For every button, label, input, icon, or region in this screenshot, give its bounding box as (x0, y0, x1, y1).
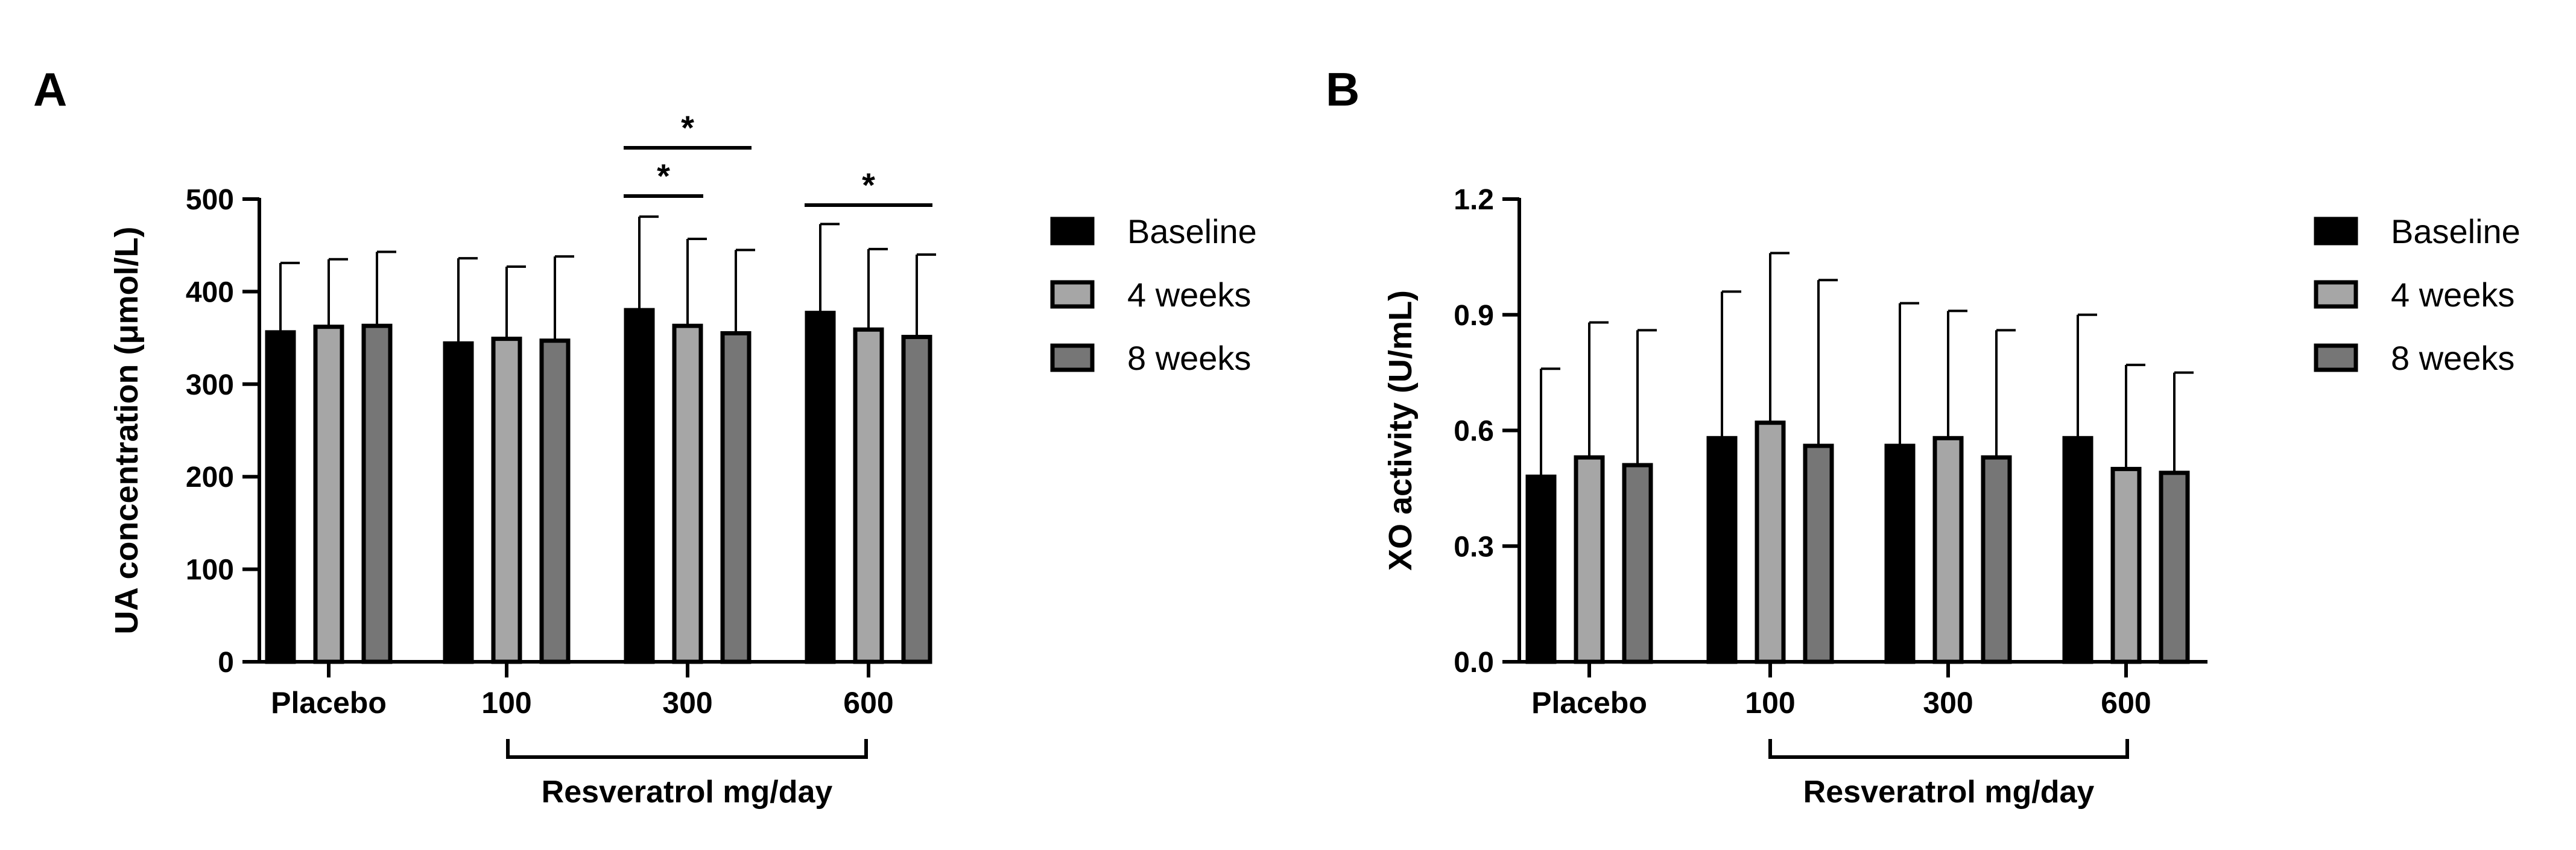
y-tick-label: 0 (218, 647, 234, 679)
y-tick-label: 100 (186, 554, 234, 586)
legend-label: 8 weeks (1127, 339, 1251, 377)
bar-baseline-600 (2062, 436, 2093, 664)
bar-4-weeks-300 (672, 323, 703, 664)
bar-baseline-100 (443, 341, 474, 664)
bar-8-weeks-placebo (1622, 463, 1653, 664)
y-axis-title: UA concentration (μmol/L) (109, 226, 145, 634)
bar-8-weeks-100 (1803, 443, 1834, 664)
bar-4-weeks-600 (853, 327, 884, 664)
x-tick-label: 600 (843, 686, 893, 720)
legend-swatch-8-weeks (1050, 343, 1095, 372)
x-tick-label: Placebo (271, 686, 387, 720)
legend-label: 4 weeks (1127, 276, 1251, 314)
group-bracket (1768, 739, 2129, 759)
bar-baseline-placebo (1525, 474, 1557, 664)
significance-star-0: * (657, 157, 670, 195)
bar-4-weeks-300 (1932, 436, 1964, 664)
significance-star-2: * (862, 166, 875, 204)
y-tick-label: 0.0 (1454, 647, 1494, 679)
panel-label-b: B (1326, 63, 1359, 116)
bar-8-weeks-300 (1981, 455, 2012, 664)
bar-8-weeks-placebo (361, 323, 393, 664)
legend-swatch-baseline (2314, 217, 2358, 246)
y-tick-label: 0.6 (1454, 416, 1494, 448)
bar-8-weeks-600 (2159, 471, 2190, 664)
y-tick-label: 1.2 (1454, 184, 1494, 216)
y-tick-label: 0.9 (1454, 300, 1494, 332)
bar-8-weeks-300 (720, 331, 752, 664)
bar-4-weeks-100 (491, 337, 522, 664)
x-tick-label: 100 (481, 686, 531, 720)
x-tick-label: 300 (662, 686, 712, 720)
bar-baseline-600 (805, 311, 836, 664)
panel-a-chart: 0 100 200 300 400 500 Placebo 100 300 600 UA conce… (109, 109, 1257, 810)
legend-label: Baseline (2391, 212, 2521, 250)
bar-baseline-placebo (265, 330, 296, 664)
legend-label: Baseline (1127, 212, 1257, 250)
group-bracket-label: Resveratrol mg/day (542, 775, 833, 810)
panel-b-chart: 0.0 0.3 0.6 0.9 1.2 Placebo 100 300 600 XO activi… (1382, 184, 2521, 810)
significance-star-1: * (681, 109, 694, 147)
legend-swatch-4-weeks (2314, 280, 2358, 309)
x-tick-label: Placebo (1531, 686, 1647, 720)
bar-4-weeks-600 (2110, 466, 2142, 664)
y-tick-label: 400 (186, 276, 234, 308)
bar-4-weeks-100 (1755, 420, 1786, 664)
bar-8-weeks-100 (539, 338, 571, 664)
legend-label: 4 weeks (2391, 276, 2514, 314)
bar-4-weeks-placebo (1574, 455, 1605, 664)
y-axis-title: XO activity (U/mL) (1382, 290, 1419, 571)
bar-baseline-100 (1706, 436, 1738, 664)
group-bracket (506, 739, 868, 759)
y-tick-label: 500 (186, 184, 234, 216)
y-tick-label: 200 (186, 461, 234, 493)
bar-8-weeks-600 (901, 335, 932, 664)
bar-baseline-300 (1884, 443, 1916, 664)
y-tick-label: 300 (186, 369, 234, 401)
group-bracket-label: Resveratrol mg/day (1803, 775, 2095, 810)
panel-label-a: A (33, 63, 67, 116)
legend-swatch-8-weeks (2314, 343, 2358, 372)
y-tick-label: 0.3 (1454, 531, 1494, 563)
legend-swatch-4-weeks (1050, 280, 1095, 309)
legend-label: 8 weeks (2391, 339, 2514, 377)
bar-baseline-300 (624, 308, 655, 664)
x-tick-label: 100 (1745, 686, 1795, 720)
x-tick-label: 600 (2101, 686, 2151, 720)
x-tick-label: 300 (1923, 686, 1973, 720)
legend-swatch-baseline (1050, 217, 1095, 246)
bar-4-weeks-placebo (313, 325, 344, 664)
